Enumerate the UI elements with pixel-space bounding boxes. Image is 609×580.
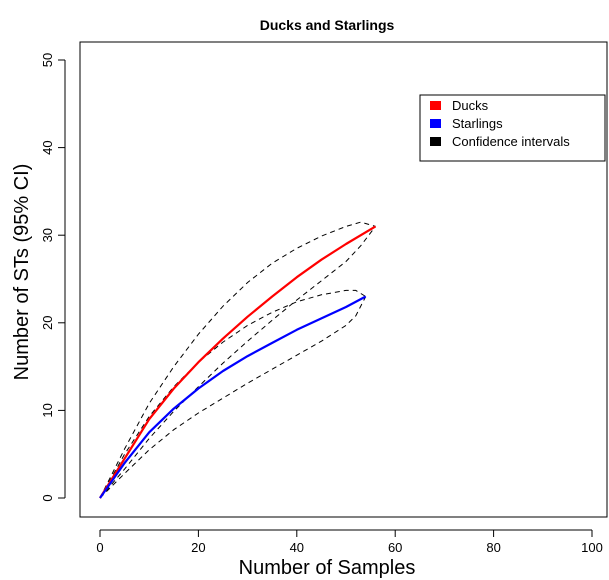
legend-label: Starlings bbox=[452, 116, 503, 131]
series-line-ducks bbox=[99, 225, 377, 499]
legend-label: Confidence intervals bbox=[452, 134, 570, 149]
y-tick-label: 10 bbox=[40, 403, 55, 417]
x-axis: 0 20 40 60 80 100 bbox=[96, 529, 603, 555]
x-tick-label: 60 bbox=[388, 540, 402, 555]
x-tick-label: 0 bbox=[96, 540, 103, 555]
x-tick-label: 100 bbox=[581, 540, 603, 555]
x-axis-title: Number of Samples bbox=[239, 557, 416, 579]
x-tick-label: 80 bbox=[486, 540, 500, 555]
series-line-starlings bbox=[99, 295, 367, 499]
legend-swatch bbox=[430, 137, 441, 146]
legend-box bbox=[419, 94, 606, 162]
y-tick-label: 40 bbox=[40, 140, 55, 154]
legend: Ducks Starlings Confidence intervals bbox=[419, 94, 606, 162]
legend-swatch bbox=[430, 119, 441, 128]
ci-upper-1 bbox=[99, 289, 366, 499]
y-axis-title: Number of STs (95% CI) bbox=[11, 164, 33, 381]
series-layer bbox=[99, 221, 377, 499]
legend-label: Ducks bbox=[452, 98, 489, 113]
legend-swatch bbox=[430, 101, 441, 110]
plot-frame bbox=[79, 41, 608, 518]
ci-upper-0 bbox=[99, 221, 376, 499]
x-tick-label: 40 bbox=[290, 540, 304, 555]
ci-lower-0 bbox=[99, 226, 376, 499]
x-tick-label: 20 bbox=[191, 540, 205, 555]
y-tick-label: 50 bbox=[40, 53, 55, 67]
ci-lower-1 bbox=[99, 296, 367, 499]
y-axis: 0 10 20 30 40 50 bbox=[40, 53, 66, 502]
y-tick-label: 0 bbox=[40, 494, 55, 501]
y-tick-label: 30 bbox=[40, 228, 55, 242]
y-tick-label: 20 bbox=[40, 316, 55, 330]
chart-title: Ducks and Starlings bbox=[260, 17, 395, 33]
